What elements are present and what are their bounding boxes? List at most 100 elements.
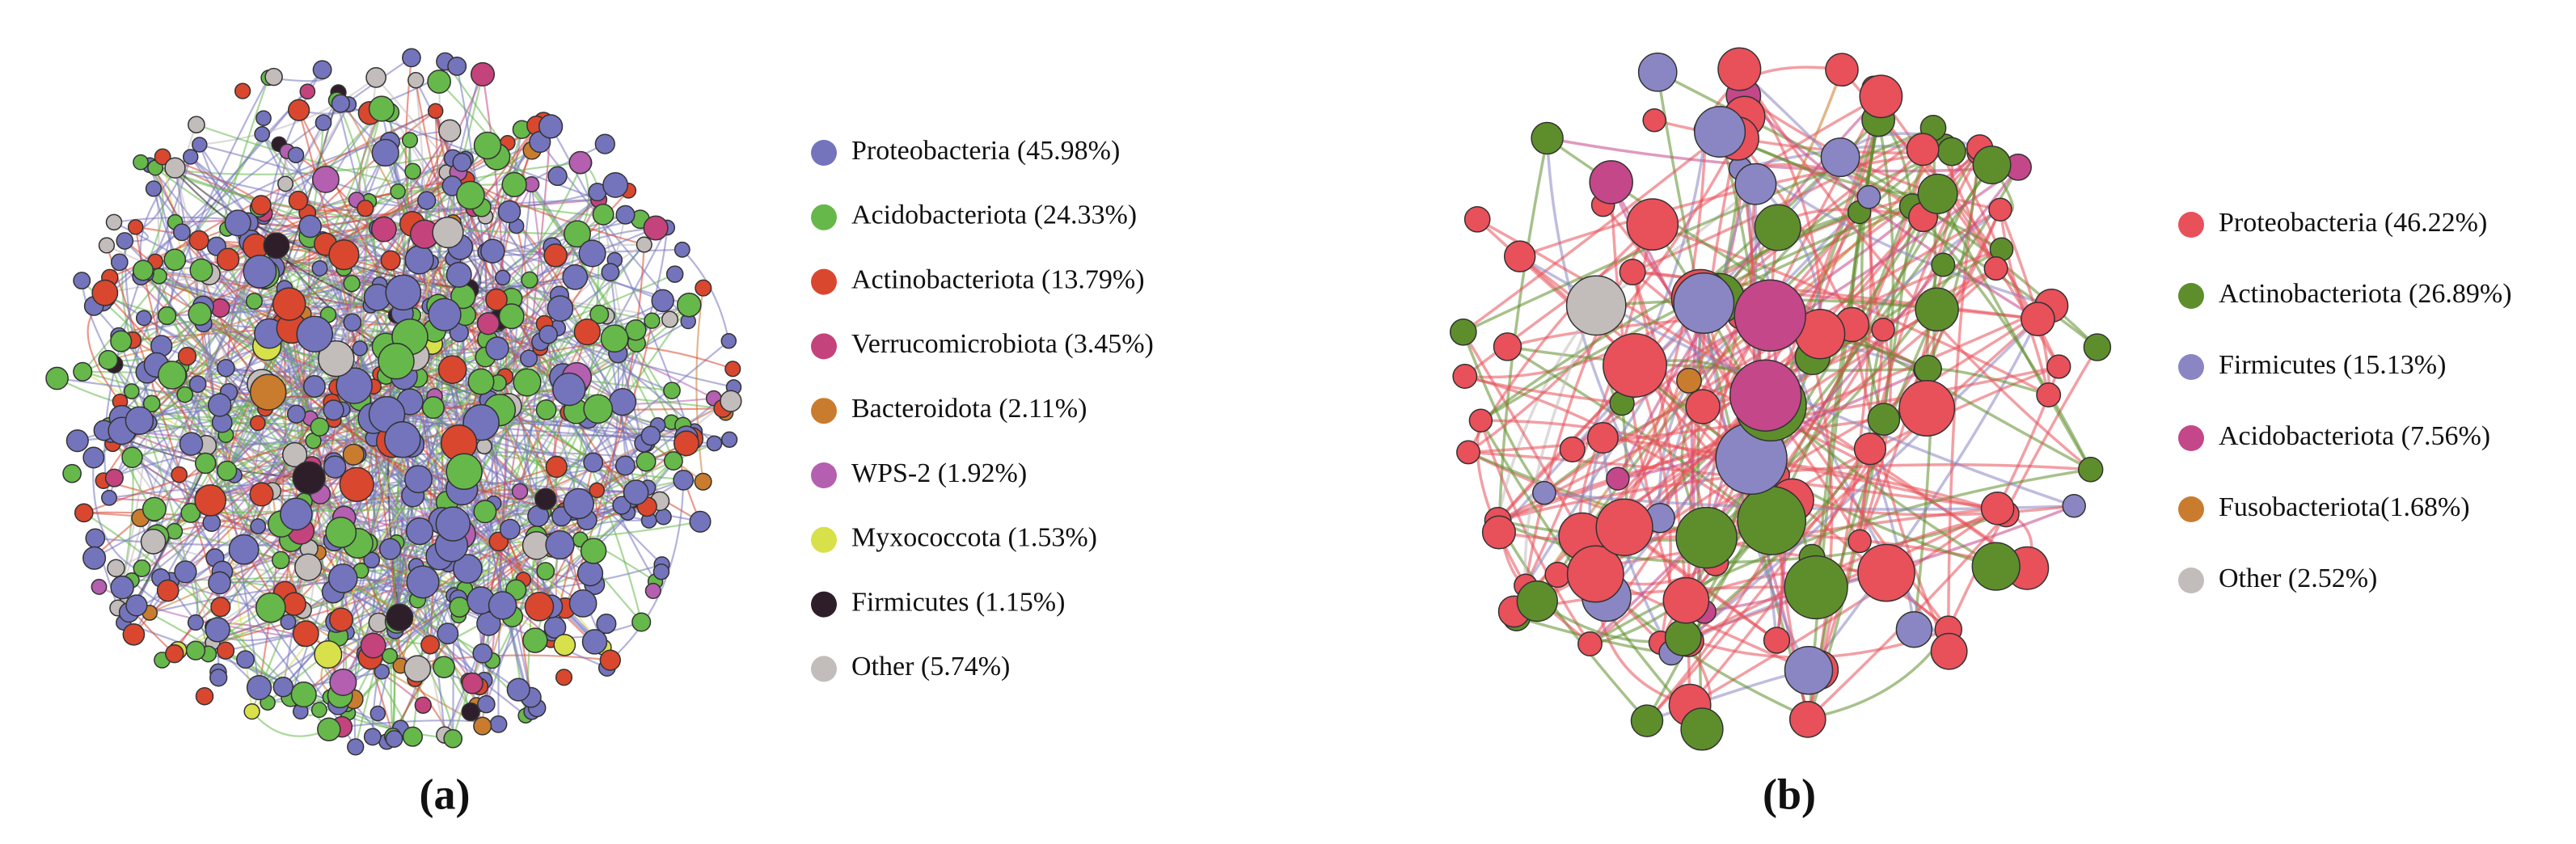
network-node [286,404,306,424]
network-node [216,641,235,660]
network-node [1680,707,1724,751]
network-node [312,60,332,80]
network-edge [1524,302,1705,587]
network-node [446,453,483,491]
network-node [224,209,251,237]
network-edge [373,417,715,445]
network-edge [1462,116,1746,334]
network-node [1452,364,1478,389]
network-node [208,571,231,595]
network-node [472,643,493,664]
network-node [255,592,286,623]
legend-swatch [811,204,837,230]
network-node [1642,108,1666,133]
legend-swatch [811,268,837,295]
network-node [315,114,332,132]
legend-label: Acidobacteriota (7.56%) [2219,421,2490,451]
network-node [489,715,508,733]
network-edge [1750,457,2007,516]
network-node [1871,317,1895,342]
network-node [287,99,310,121]
network-edge [1911,205,2092,471]
network-node [82,446,105,469]
network-node [594,133,615,154]
network-node [1481,515,1516,550]
network-node [1559,436,1586,462]
network-node [452,152,472,172]
network-node [107,559,125,578]
network-node [631,612,652,632]
legend-swatch [811,656,837,682]
network-node [665,265,684,283]
network-node [1531,121,1564,155]
network-node [189,258,213,282]
network-node [1673,272,1735,334]
network-node [476,312,500,335]
network-node [522,627,548,653]
network-node [135,310,152,327]
network-node [185,640,206,660]
network-node [251,195,272,216]
network-node [127,219,144,235]
network-node [205,617,230,643]
network-node [327,563,358,593]
network-node [158,361,187,390]
network-node [473,500,497,524]
network-node [272,676,294,698]
network-edge [199,313,566,610]
network-node [1895,610,1933,648]
network-node [314,640,343,669]
network-node [1463,205,1491,233]
network-node [1544,561,1571,589]
network-node [1630,704,1664,737]
network-node [123,383,140,399]
network-node [427,70,451,94]
legend-swatch [2178,496,2204,522]
network-node [1906,133,1940,167]
network-node [663,451,683,471]
network-node [404,465,433,494]
network-edge [610,479,685,661]
network-node [543,243,568,268]
network-node [1754,204,1801,251]
network-node [342,443,365,466]
network-edge [215,77,270,247]
network-node [390,184,406,200]
network-node [562,264,589,290]
network-edge [1792,499,2075,517]
network-edge [1738,68,2092,471]
network-node [1914,354,1942,383]
network-node [521,271,538,289]
network-node [187,614,205,631]
network-node [145,180,163,197]
network-node [188,230,209,251]
network-node [45,366,69,390]
network-edge [1817,309,1939,670]
network-edge [1603,436,2007,516]
network-node [589,482,605,499]
network-edge [1687,513,2007,643]
network-node [317,717,341,742]
network-edge [327,262,433,656]
network-node [329,607,353,632]
network-node [194,484,227,517]
network-node [673,470,695,491]
legend-swatch [2178,568,2204,593]
network-node [249,415,266,432]
network-edge [140,161,578,235]
legend-label: WPS-2 (1.92%) [851,458,1027,488]
network-node [438,119,462,142]
network-node [104,468,124,487]
network-node [207,393,232,417]
network-node [311,165,340,193]
network-node [673,430,699,457]
network-node [614,455,636,476]
network-node [171,466,188,483]
legend-label: Verrucomicrobiota (3.45%) [851,329,1154,359]
network-node [581,629,608,655]
network-node [501,171,527,198]
network-node [1662,576,1710,624]
network-node [1685,389,1721,424]
network-node [1589,160,1633,205]
network-node [249,373,287,411]
